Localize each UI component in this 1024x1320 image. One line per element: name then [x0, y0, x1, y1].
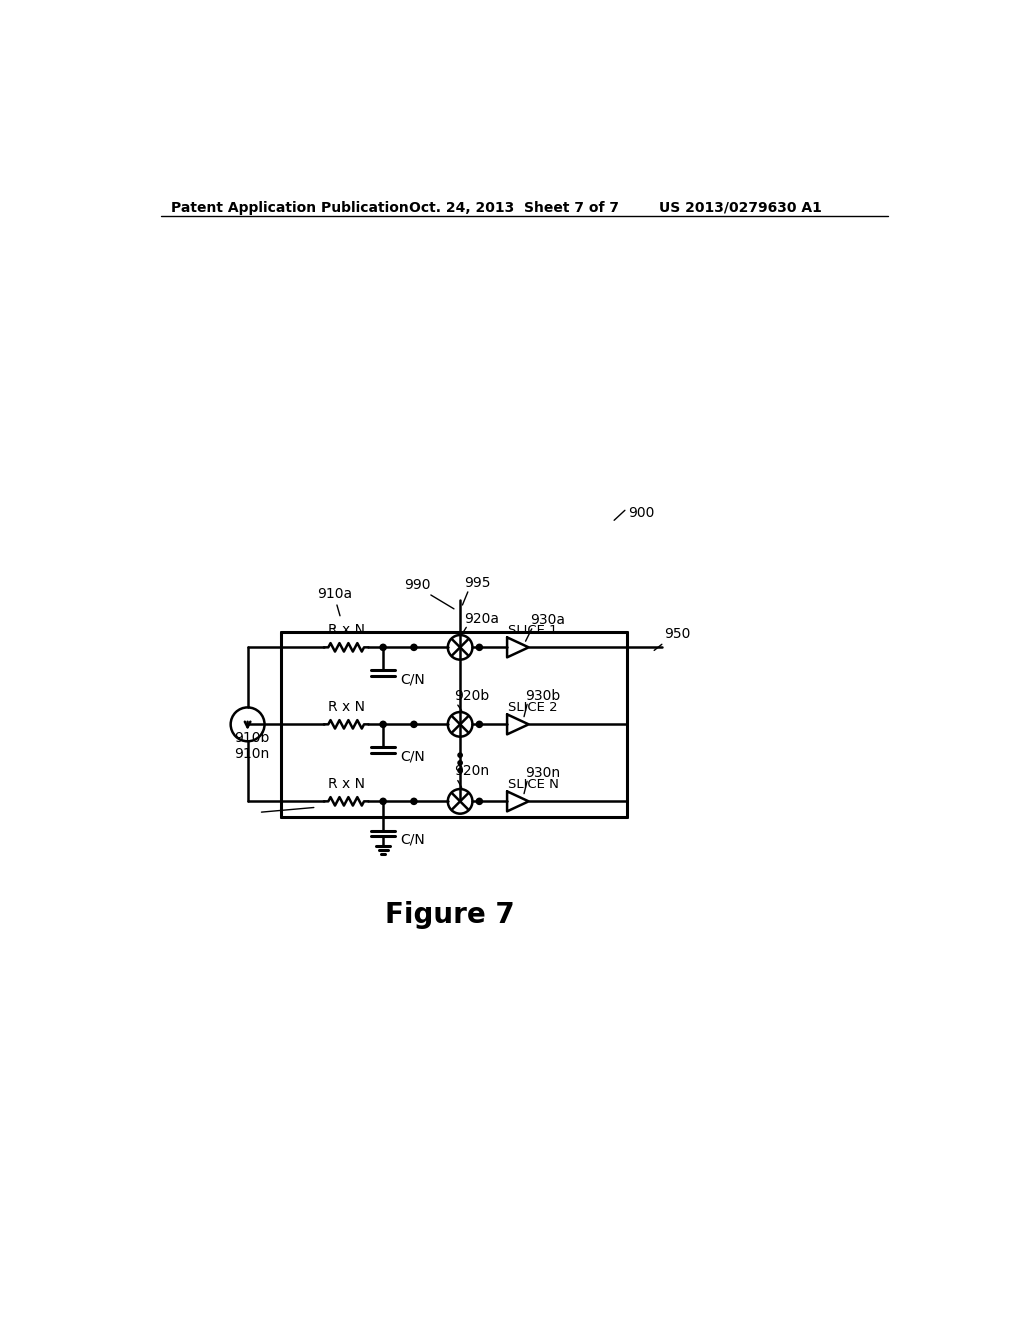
Circle shape: [458, 752, 462, 758]
Circle shape: [458, 768, 462, 772]
Text: 920a: 920a: [464, 611, 499, 626]
Circle shape: [476, 799, 482, 804]
Text: Patent Application Publication: Patent Application Publication: [171, 201, 409, 215]
Text: 910b: 910b: [234, 730, 270, 744]
Text: R x N: R x N: [328, 623, 365, 636]
Circle shape: [380, 721, 386, 727]
Text: Figure 7: Figure 7: [385, 902, 515, 929]
Text: 910n: 910n: [234, 747, 269, 762]
Text: SLICE N: SLICE N: [508, 777, 559, 791]
Circle shape: [380, 799, 386, 804]
Text: SLICE 2: SLICE 2: [508, 701, 557, 714]
Text: C/N: C/N: [400, 833, 425, 847]
Text: 920b: 920b: [454, 689, 489, 702]
Text: 910a: 910a: [317, 587, 352, 601]
Text: 930a: 930a: [530, 614, 565, 627]
Text: C/N: C/N: [400, 673, 425, 686]
Text: 990: 990: [404, 578, 431, 591]
Text: 950: 950: [665, 627, 690, 642]
Text: SLICE 1: SLICE 1: [508, 623, 557, 636]
Circle shape: [411, 799, 417, 804]
Text: R x N: R x N: [328, 700, 365, 714]
Text: 930n: 930n: [525, 766, 561, 780]
Text: R x N: R x N: [328, 776, 365, 791]
Text: 900: 900: [628, 507, 654, 520]
Circle shape: [458, 760, 462, 766]
Text: 930b: 930b: [525, 689, 561, 702]
Text: 995: 995: [464, 576, 490, 590]
Circle shape: [476, 721, 482, 727]
Circle shape: [411, 644, 417, 651]
Text: 920n: 920n: [454, 764, 489, 779]
Text: C/N: C/N: [400, 750, 425, 764]
Circle shape: [380, 644, 386, 651]
Circle shape: [411, 721, 417, 727]
Circle shape: [476, 644, 482, 651]
Text: US 2013/0279630 A1: US 2013/0279630 A1: [658, 201, 821, 215]
Text: Oct. 24, 2013  Sheet 7 of 7: Oct. 24, 2013 Sheet 7 of 7: [410, 201, 620, 215]
